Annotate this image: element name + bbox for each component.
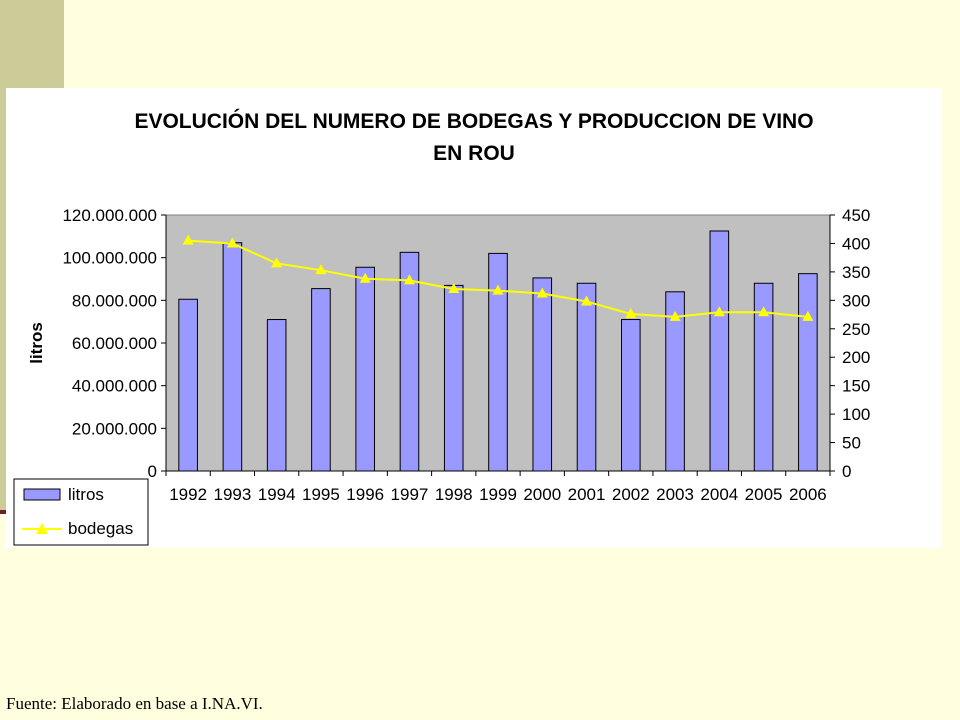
- legend-litros-label: litros: [68, 485, 104, 504]
- y-right-tick-label: 350: [842, 263, 870, 282]
- bodegas-point-2006: [802, 310, 814, 321]
- bar-litros-1993: [222, 242, 243, 472]
- bodegas-point-2005: [758, 306, 770, 317]
- x-tick-label: 1993: [213, 485, 251, 504]
- legend-bodegas-label: bodegas: [68, 519, 133, 538]
- bar-litros-2001: [576, 282, 597, 472]
- x-tick-label: 2003: [656, 485, 694, 504]
- bodegas-point-1995: [315, 264, 327, 275]
- bar-litros-2004: [709, 230, 730, 472]
- x-tick-label: 2000: [523, 485, 561, 504]
- chart-title-line-1: EVOLUCIÓN DEL NUMERO DE BODEGAS Y PRODUC…: [134, 109, 813, 133]
- x-tick-label: 1997: [391, 485, 429, 504]
- x-tick-label: 1992: [169, 485, 207, 504]
- y-right-tick-label: 450: [842, 206, 870, 225]
- axes-group: 0 20.000.000 40.000.000 60.000.000 80.000.00…: [62, 206, 870, 504]
- bodegas-point-2002: [625, 307, 637, 318]
- y-left-tick-label: 0: [148, 462, 157, 481]
- y-right-tick-label: 100: [842, 405, 870, 424]
- y-right-tick-label: 300: [842, 291, 870, 310]
- x-tick-label: 1994: [258, 485, 296, 504]
- y-right-tick-label: 0: [842, 462, 851, 481]
- y-left-tick-label: 100.000.000: [62, 249, 157, 268]
- y-left-tick-label: 120.000.000: [62, 206, 157, 225]
- x-tick-label: 2002: [612, 485, 650, 504]
- bar-litros-2002: [621, 319, 641, 472]
- bodegas-point-1994: [271, 257, 283, 268]
- bar-litros-2000: [532, 277, 553, 472]
- bodegas-point-1996: [359, 272, 371, 283]
- chart-svg: EVOLUCIÓN DEL NUMERO DE BODEGAS Y PRODUC…: [13, 109, 870, 546]
- legend-bodegas-marker: [36, 523, 48, 534]
- y-right-tick-label: 50: [842, 434, 861, 453]
- bodegas-point-2004: [713, 306, 725, 317]
- bar-litros-2006: [798, 273, 818, 472]
- x-tick-label: 2001: [568, 485, 606, 504]
- x-tick-label: 2005: [745, 485, 783, 504]
- y-axis-title: litros: [27, 322, 46, 364]
- bars-group: [178, 230, 818, 472]
- x-tick-label: 2006: [789, 485, 827, 504]
- y-left-tick-label: 80.000.000: [72, 291, 157, 310]
- bodegas-point-2001: [581, 295, 593, 306]
- bar-litros-1998: [443, 284, 464, 472]
- y-right-tick-label: 150: [842, 377, 870, 396]
- x-tick-label: 1995: [302, 485, 340, 504]
- bodegas-point-1993: [226, 237, 238, 248]
- x-tick-label: 2004: [700, 485, 738, 504]
- bodegas-line-group: [182, 234, 814, 321]
- bodegas-point-1997: [403, 274, 415, 285]
- bar-litros-1995: [311, 288, 331, 472]
- bodegas-point-1998: [448, 282, 460, 293]
- bar-litros-1992: [178, 298, 198, 472]
- chart-title-line-2: EN ROU: [433, 142, 515, 165]
- legend-litros-swatch: [23, 488, 61, 501]
- legend: litros bodegas: [13, 478, 149, 546]
- bar-litros-1994: [266, 319, 287, 472]
- y-left-tick-label: 40.000.000: [72, 377, 157, 396]
- y-left-tick-label: 20.000.000: [72, 419, 157, 438]
- bodegas-point-1992: [182, 234, 194, 245]
- chart-panel: EVOLUCIÓN DEL NUMERO DE BODEGAS Y PRODUC…: [6, 88, 942, 548]
- source-note: Fuente: Elaborado en base a I.NA.VI.: [6, 694, 263, 713]
- bodegas-point-2000: [536, 287, 548, 298]
- bodegas-point-2003: [669, 310, 681, 321]
- bar-litros-1996: [355, 266, 375, 472]
- y-right-tick-label: 200: [842, 348, 870, 367]
- x-tick-label: 1999: [479, 485, 517, 504]
- x-tick-label: 1996: [346, 485, 384, 504]
- y-right-tick-label: 250: [842, 320, 870, 339]
- bar-litros-1997: [399, 251, 420, 472]
- bodegas-point-1999: [492, 284, 504, 295]
- y-left-tick-label: 60.000.000: [72, 334, 157, 353]
- y-right-tick-label: 400: [842, 234, 870, 253]
- x-tick-label: 1998: [435, 485, 473, 504]
